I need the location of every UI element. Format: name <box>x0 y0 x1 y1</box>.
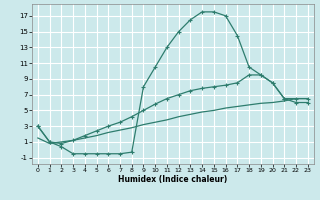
X-axis label: Humidex (Indice chaleur): Humidex (Indice chaleur) <box>118 175 228 184</box>
